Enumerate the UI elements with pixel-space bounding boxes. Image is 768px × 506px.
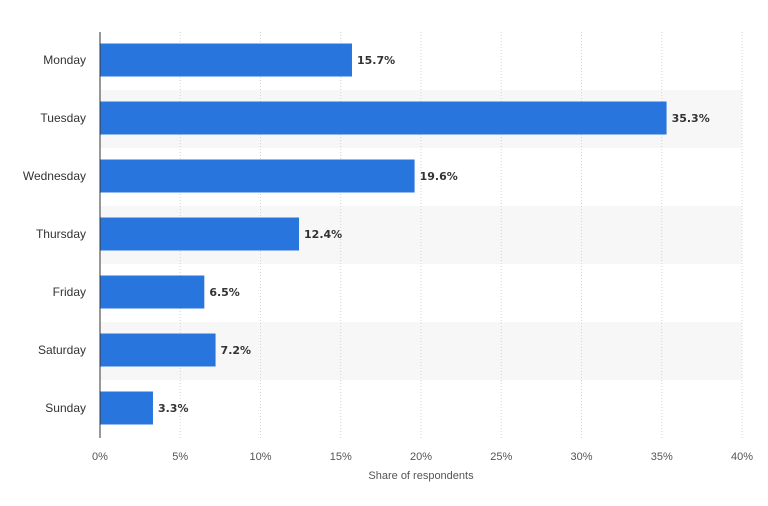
value-label: 3.3% [158, 402, 189, 415]
x-tick-label: 15% [330, 451, 352, 463]
x-tick-label: 30% [570, 451, 592, 463]
category-label: Tuesday [40, 111, 86, 125]
x-tick-label: 35% [651, 451, 673, 463]
value-label: 19.6% [420, 170, 458, 183]
x-tick-label: 40% [731, 451, 753, 463]
value-label: 15.7% [357, 54, 395, 67]
x-axis-title: Share of respondents [368, 470, 474, 482]
bar-monday [100, 43, 352, 77]
x-tick-label: 20% [410, 451, 432, 463]
category-label: Friday [53, 285, 86, 299]
category-label: Saturday [38, 343, 86, 357]
bar-thursday [100, 217, 300, 251]
value-label: 12.4% [304, 228, 342, 241]
category-label: Thursday [36, 227, 86, 241]
bars [100, 43, 667, 425]
category-label: Monday [43, 53, 86, 67]
bar-friday [100, 275, 205, 309]
category-label: Wednesday [23, 169, 86, 183]
value-labels: 15.7% 35.3% 19.6% 12.4% 6.5% 7.2% 3.3% [158, 54, 710, 415]
category-labels: Monday Tuesday Wednesday Thursday Friday Satu… [23, 53, 86, 415]
value-label: 35.3% [672, 112, 710, 125]
x-tick-labels: 0% 5% 10% 15% 20% 25% 30% 35% 40% [92, 451, 753, 463]
value-label: 7.2% [221, 344, 252, 357]
x-tick-label: 25% [490, 451, 512, 463]
bar-wednesday [100, 159, 415, 193]
x-tick-label: 0% [92, 451, 108, 463]
bar-saturday [100, 333, 216, 367]
value-label: 6.5% [209, 286, 240, 299]
x-tick-label: 10% [249, 451, 271, 463]
x-tick-label: 5% [172, 451, 188, 463]
bar-sunday [100, 391, 153, 425]
category-label: Sunday [45, 401, 86, 415]
bar-tuesday [100, 101, 667, 135]
